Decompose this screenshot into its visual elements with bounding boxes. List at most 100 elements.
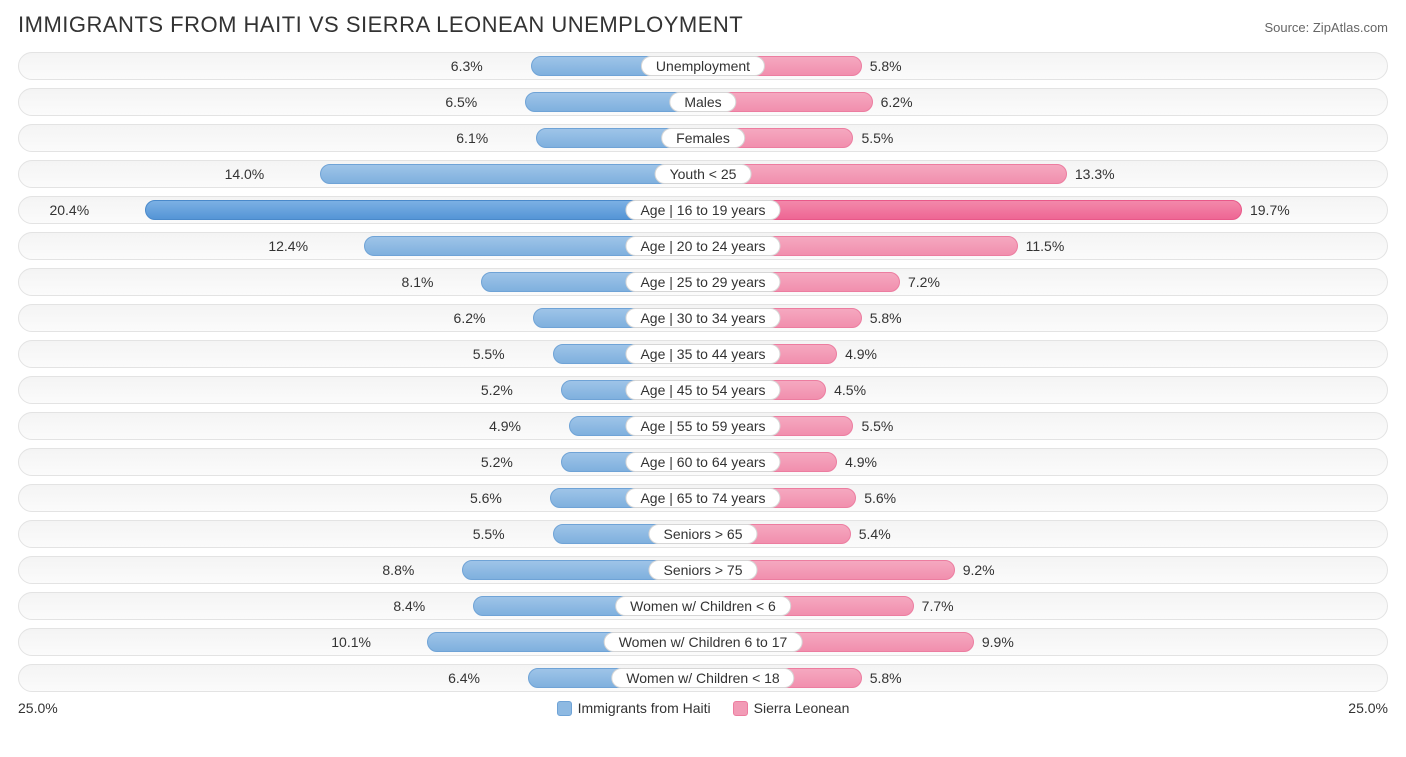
right-half: 4.9%	[703, 341, 1387, 367]
left-value-label: 14.0%	[225, 161, 273, 187]
category-label: Youth < 25	[655, 164, 752, 184]
left-half: 5.5%	[19, 521, 703, 547]
right-half: 5.8%	[703, 665, 1387, 691]
chart-header: IMMIGRANTS FROM HAITI VS SIERRA LEONEAN …	[18, 12, 1388, 38]
right-half: 7.7%	[703, 593, 1387, 619]
left-value-label: 5.2%	[481, 449, 521, 475]
right-half: 6.2%	[703, 89, 1387, 115]
left-value-label: 12.4%	[268, 233, 316, 259]
left-value-label: 10.1%	[331, 629, 379, 655]
right-value-label: 5.8%	[862, 665, 902, 691]
bar-row: 8.1% 7.2% Age | 25 to 29 years	[18, 268, 1388, 296]
chart-container: IMMIGRANTS FROM HAITI VS SIERRA LEONEAN …	[0, 0, 1406, 726]
right-value-label: 5.5%	[853, 125, 893, 151]
left-half: 6.1%	[19, 125, 703, 151]
bar-row: 14.0% 13.3%Youth < 25	[18, 160, 1388, 188]
left-value-label: 8.8%	[382, 557, 422, 583]
left-half: 5.2%	[19, 377, 703, 403]
bar-row: 5.2% 4.9%Age | 60 to 64 years	[18, 448, 1388, 476]
axis-max-left: 25.0%	[18, 700, 58, 716]
category-label: Women w/ Children < 6	[615, 596, 791, 616]
bar-row: 8.8%9.2%Seniors > 75	[18, 556, 1388, 584]
left-half: 6.3%	[19, 53, 703, 79]
left-value-label: 8.4%	[393, 593, 433, 619]
category-label: Age | 35 to 44 years	[625, 344, 780, 364]
legend-label-left: Immigrants from Haiti	[578, 700, 711, 716]
right-value-label: 5.8%	[862, 305, 902, 331]
category-label: Women w/ Children 6 to 17	[604, 632, 803, 652]
right-half: 5.6%	[703, 485, 1387, 511]
right-bar	[703, 200, 1242, 220]
bar-row: 10.1% 9.9% Women w/ Children 6 to 17	[18, 628, 1388, 656]
category-label: Age | 30 to 34 years	[625, 308, 780, 328]
chart-title: IMMIGRANTS FROM HAITI VS SIERRA LEONEAN …	[18, 12, 743, 38]
bar-row: 8.4% 7.7% Women w/ Children < 6	[18, 592, 1388, 620]
left-half: 6.2%	[19, 305, 703, 331]
category-label: Age | 20 to 24 years	[625, 236, 780, 256]
left-value-label: 6.1%	[456, 125, 496, 151]
left-half: 5.2%	[19, 449, 703, 475]
right-value-label: 7.7%	[914, 593, 954, 619]
right-half: 5.5%	[703, 413, 1387, 439]
right-value-label: 4.9%	[837, 341, 877, 367]
legend-label-right: Sierra Leonean	[754, 700, 850, 716]
legend-item-left: Immigrants from Haiti	[557, 700, 711, 716]
left-bar	[320, 164, 703, 184]
right-half: 13.3%	[703, 161, 1387, 187]
right-value-label: 6.2%	[873, 89, 913, 115]
left-half: 5.5%	[19, 341, 703, 367]
right-value-label: 11.5%	[1018, 233, 1065, 259]
category-label: Females	[661, 128, 745, 148]
category-label: Males	[669, 92, 736, 112]
right-bar	[703, 164, 1067, 184]
left-half: 5.6%	[19, 485, 703, 511]
axis-max-right: 25.0%	[1348, 700, 1388, 716]
right-value-label: 4.5%	[826, 377, 866, 403]
left-value-label: 5.2%	[481, 377, 521, 403]
right-half: 4.9%	[703, 449, 1387, 475]
right-half: 7.2%	[703, 269, 1387, 295]
left-value-label: 5.6%	[470, 485, 510, 511]
chart-footer: 25.0% Immigrants from Haiti Sierra Leone…	[18, 700, 1388, 716]
bar-row: 5.5% 4.9% Age | 35 to 44 years	[18, 340, 1388, 368]
left-value-label: 6.3%	[451, 53, 491, 79]
right-value-label: 5.8%	[862, 53, 902, 79]
legend-swatch-blue	[557, 701, 572, 716]
left-half: 8.1%	[19, 269, 703, 295]
left-half: 14.0%	[19, 161, 703, 187]
right-value-label: 9.9%	[974, 629, 1014, 655]
bar-row: 5.2% 4.5% Age | 45 to 54 years	[18, 376, 1388, 404]
bar-row: 12.4% 11.5% Age | 20 to 24 years	[18, 232, 1388, 260]
left-half: 12.4%	[19, 233, 703, 259]
left-bar	[145, 200, 703, 220]
left-half: 6.5%	[19, 89, 703, 115]
left-half: 10.1%	[19, 629, 703, 655]
left-value-label: 20.4%	[49, 197, 97, 223]
bar-row: 4.9%5.5%Age | 55 to 59 years	[18, 412, 1388, 440]
category-label: Seniors > 65	[649, 524, 758, 544]
category-label: Unemployment	[641, 56, 765, 76]
left-half: 6.4%	[19, 665, 703, 691]
bar-row: 6.4%5.8%Women w/ Children < 18	[18, 664, 1388, 692]
bar-row: 6.3% 5.8% Unemployment	[18, 52, 1388, 80]
chart-source: Source: ZipAtlas.com	[1264, 20, 1388, 35]
right-value-label: 7.2%	[900, 269, 940, 295]
left-value-label: 5.5%	[473, 341, 513, 367]
right-half: 4.5%	[703, 377, 1387, 403]
left-half: 8.8%	[19, 557, 703, 583]
category-label: Age | 55 to 59 years	[625, 416, 780, 436]
category-label: Age | 60 to 64 years	[625, 452, 780, 472]
category-label: Age | 16 to 19 years	[625, 200, 780, 220]
right-half: 5.5%	[703, 125, 1387, 151]
right-value-label: 19.7%	[1242, 197, 1290, 223]
right-value-label: 5.4%	[851, 521, 891, 547]
category-label: Age | 45 to 54 years	[625, 380, 780, 400]
bar-row: 5.6%5.6%Age | 65 to 74 years	[18, 484, 1388, 512]
right-half: 19.7%	[703, 197, 1387, 223]
bar-row: 20.4% 19.7% Age | 16 to 19 years	[18, 196, 1388, 224]
right-value-label: 9.2%	[955, 557, 995, 583]
right-half: 5.4%	[703, 521, 1387, 547]
category-label: Age | 25 to 29 years	[625, 272, 780, 292]
category-label: Age | 65 to 74 years	[625, 488, 780, 508]
left-half: 20.4%	[19, 197, 703, 223]
